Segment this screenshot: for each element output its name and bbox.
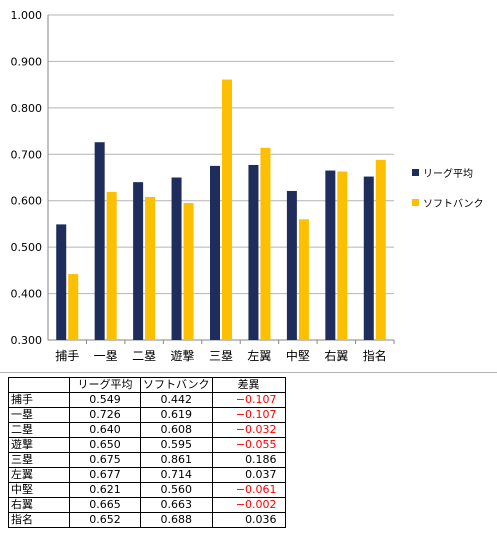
table-cell-diff: −0.002 (211, 497, 286, 513)
table-cell-diff: −0.061 (211, 482, 286, 498)
table-cell-softbank: 0.442 (140, 392, 213, 408)
table-cell-diff: −0.107 (211, 392, 286, 408)
bar-softbank (106, 191, 117, 340)
table-row: 一塁 0.726 0.619 −0.107 (8, 407, 286, 423)
table-cell-position: 指名 (8, 512, 70, 528)
y-tick-label: 0.900 (11, 55, 43, 68)
bar-league (286, 190, 297, 340)
x-tick-label: 中堅 (286, 348, 310, 363)
y-tick-label: 0.800 (11, 102, 43, 115)
table-cell-league: 0.726 (69, 407, 141, 423)
legend-item-league: リーグ平均 (412, 163, 484, 181)
table-cell-diff: −0.032 (211, 422, 286, 438)
y-tick-label: 0.600 (11, 195, 43, 208)
bar-softbank (68, 274, 79, 340)
bar-softbank (375, 159, 386, 340)
table-cell-league: 0.677 (69, 467, 141, 483)
legend-swatch-league (412, 168, 419, 176)
bar-league (248, 164, 259, 340)
table-cell-league: 0.650 (69, 437, 141, 453)
table-row: 右翼 0.665 0.663 −0.002 (8, 497, 286, 513)
legend-label-softbank: ソフトバンク (423, 198, 484, 210)
bar-softbank (222, 79, 232, 341)
bar-league (133, 182, 144, 340)
table-row: 中堅 0.621 0.560 −0.061 (8, 482, 286, 498)
bar-softbank (183, 203, 194, 340)
table-row: 三塁 0.675 0.861 0.186 (8, 452, 286, 468)
x-tick-label: 右翼 (324, 348, 348, 363)
x-tick-label: 左翼 (247, 348, 271, 363)
bar-softbank (337, 171, 348, 340)
table-cell-softbank: 0.619 (140, 407, 213, 423)
legend-label-league: リーグ平均 (423, 168, 473, 180)
x-tick-label: 二塁 (132, 349, 156, 363)
table-cell-diff: 0.037 (211, 467, 286, 483)
table-cell-diff: 0.186 (211, 452, 286, 468)
table-row: 指名 0.652 0.688 0.036 (8, 512, 286, 528)
table-cell-league: 0.549 (69, 392, 141, 408)
bar-softbank (145, 197, 156, 340)
x-tick-label: 遊撃 (171, 348, 195, 363)
y-tick-label: 0.300 (11, 334, 43, 347)
table-header-cell: 差異 (211, 377, 286, 393)
table-cell-softbank: 0.560 (140, 482, 213, 498)
table-cell-league: 0.665 (69, 497, 141, 513)
table-cell-position: 遊撃 (8, 437, 70, 453)
y-tick-label: 0.500 (11, 241, 43, 254)
table-cell-position: 一塁 (8, 407, 70, 423)
table-cell-position: 捕手 (8, 392, 70, 408)
bar-league (56, 224, 67, 340)
y-tick-label: 1.000 (11, 9, 43, 22)
table-row: 遊撃 0.650 0.595 −0.055 (8, 437, 286, 453)
table-row: 捕手 0.549 0.442 −0.107 (8, 392, 286, 408)
legend-swatch-softbank (412, 198, 419, 206)
bar-league (210, 165, 220, 340)
separator-line (0, 372, 497, 373)
table-cell-league: 0.621 (69, 482, 141, 498)
table-cell-league: 0.640 (69, 422, 141, 438)
table-cell-league: 0.675 (69, 452, 141, 468)
table-cell-diff: −0.055 (211, 437, 286, 453)
legend-item-softbank: ソフトバンク (412, 193, 484, 211)
x-tick-label: 三塁 (209, 349, 233, 363)
table-cell-softbank: 0.714 (140, 467, 213, 483)
table-header-cell: リーグ平均 (69, 377, 141, 393)
data-table: リーグ平均 ソフトバンク 差異 捕手 0.549 0.442 −0.107 一塁… (8, 377, 286, 528)
chart-area: 0.300 0.400 0.500 0.600 0.700 0.800 0.900 1.000… (11, 9, 484, 363)
bar-chart: 0.300 0.400 0.500 0.600 0.700 0.800 0.900 1.000… (11, 9, 395, 363)
table-row: 二塁 0.640 0.608 −0.032 (8, 422, 286, 438)
table-cell-position: 中堅 (8, 482, 70, 498)
table-cell-softbank: 0.608 (140, 422, 213, 438)
table-cell-position: 三塁 (8, 452, 70, 468)
bar-league (325, 170, 336, 340)
x-tick-label: 捕手 (55, 348, 79, 363)
bar-softbank (298, 219, 309, 340)
table-cell-league: 0.652 (69, 512, 141, 528)
bar-league (363, 176, 374, 340)
table-cell-position: 二塁 (8, 422, 70, 438)
table-cell-softbank: 0.663 (140, 497, 213, 513)
bar-league (94, 142, 105, 340)
x-tick-label: 一塁 (94, 349, 118, 363)
table-cell-position: 左翼 (8, 467, 70, 483)
bar-league (171, 177, 182, 340)
legend: リーグ平均 ソフトバンク (412, 163, 484, 223)
x-tick-label: 指名 (363, 348, 387, 363)
table-cell-position: 右翼 (8, 497, 70, 513)
table-header-row: リーグ平均 ソフトバンク 差異 (8, 377, 286, 393)
table-cell-softbank: 0.688 (140, 512, 213, 528)
bar-softbank (260, 147, 271, 340)
table-cell-diff: −0.107 (211, 407, 286, 423)
table-header-cell: ソフトバンク (140, 377, 213, 393)
table-row: 左翼 0.677 0.714 0.037 (8, 467, 286, 483)
table-cell-softbank: 0.861 (140, 452, 213, 468)
table-cell-softbank: 0.595 (140, 437, 213, 453)
table-cell-diff: 0.036 (211, 512, 286, 528)
table-header-cell (8, 377, 70, 393)
y-tick-label: 0.700 (11, 148, 43, 161)
y-tick-label: 0.400 (11, 288, 43, 301)
